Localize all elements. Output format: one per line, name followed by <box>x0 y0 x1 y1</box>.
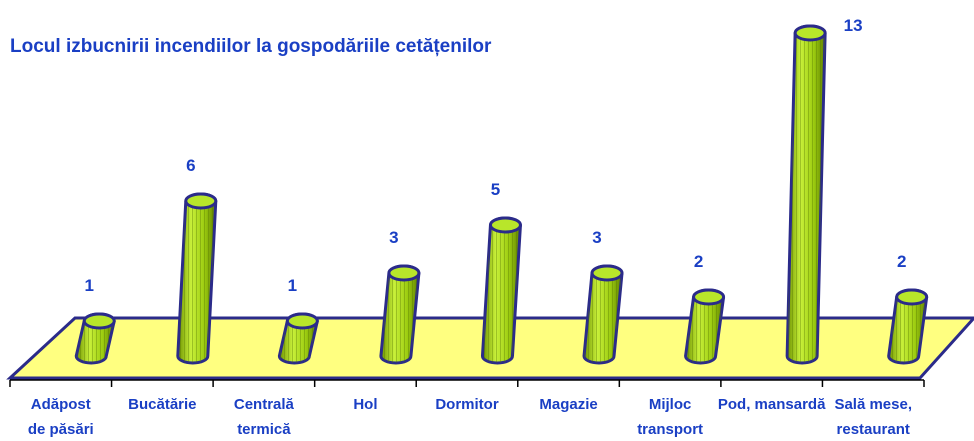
value-label: 1 <box>85 276 94 295</box>
label-line: Mijloc <box>649 396 692 413</box>
bar-top <box>488 216 522 234</box>
label-line: Bucătărie <box>128 396 196 413</box>
label-line: Sală mese, <box>834 396 912 413</box>
x-tick-label: Bucătărie <box>128 396 196 413</box>
x-tick-label: Adăpost de păsări <box>28 396 94 438</box>
label-line: Centrală <box>234 396 295 413</box>
bar-stripes <box>380 266 419 363</box>
label-line: Pod, mansardă <box>718 396 826 413</box>
value-label: 2 <box>694 252 703 271</box>
value-label: 2 <box>897 252 906 271</box>
label-line: Dormitor <box>435 396 498 413</box>
value-label: 1 <box>288 276 297 295</box>
bar-top <box>387 264 421 282</box>
bar-stripes <box>685 290 724 363</box>
bar-top <box>184 192 218 210</box>
bar-stripes <box>584 266 623 363</box>
value-label: 13 <box>844 16 863 35</box>
bar-top <box>590 264 624 282</box>
bar-top <box>895 288 929 306</box>
x-tick-label: Mijloc transport <box>637 396 703 438</box>
bar-top <box>285 312 319 330</box>
bar-stripes <box>888 290 927 363</box>
value-label: 6 <box>186 156 195 175</box>
bar-top <box>692 288 726 306</box>
x-tick-label: Sală mese, restaurant <box>834 396 912 438</box>
value-label: 5 <box>491 180 500 199</box>
x-tick-label: Dormitor <box>435 396 498 413</box>
value-label: 3 <box>592 228 601 247</box>
bar-stripes <box>787 26 826 363</box>
bar-stripes <box>482 218 521 363</box>
label-line: Adăpost <box>31 396 91 413</box>
x-tick-label: Pod, mansardă <box>718 396 826 413</box>
label-line: termică <box>237 421 291 438</box>
label-line: Magazie <box>539 396 597 413</box>
chart-title: Locul izbucnirii incendiilor la gospodăr… <box>10 36 492 57</box>
label-line: transport <box>637 421 703 438</box>
label-line: Hol <box>353 396 377 413</box>
x-tick-label: Magazie <box>539 396 597 413</box>
bar-top <box>82 312 116 330</box>
label-line: restaurant <box>837 421 910 438</box>
bar-stripes <box>177 194 216 363</box>
bar-top <box>793 24 827 42</box>
label-line: de păsări <box>28 421 94 438</box>
x-tick-label: Centrală termică <box>234 396 295 438</box>
x-tick-label: Hol <box>353 396 377 413</box>
value-label: 3 <box>389 228 398 247</box>
